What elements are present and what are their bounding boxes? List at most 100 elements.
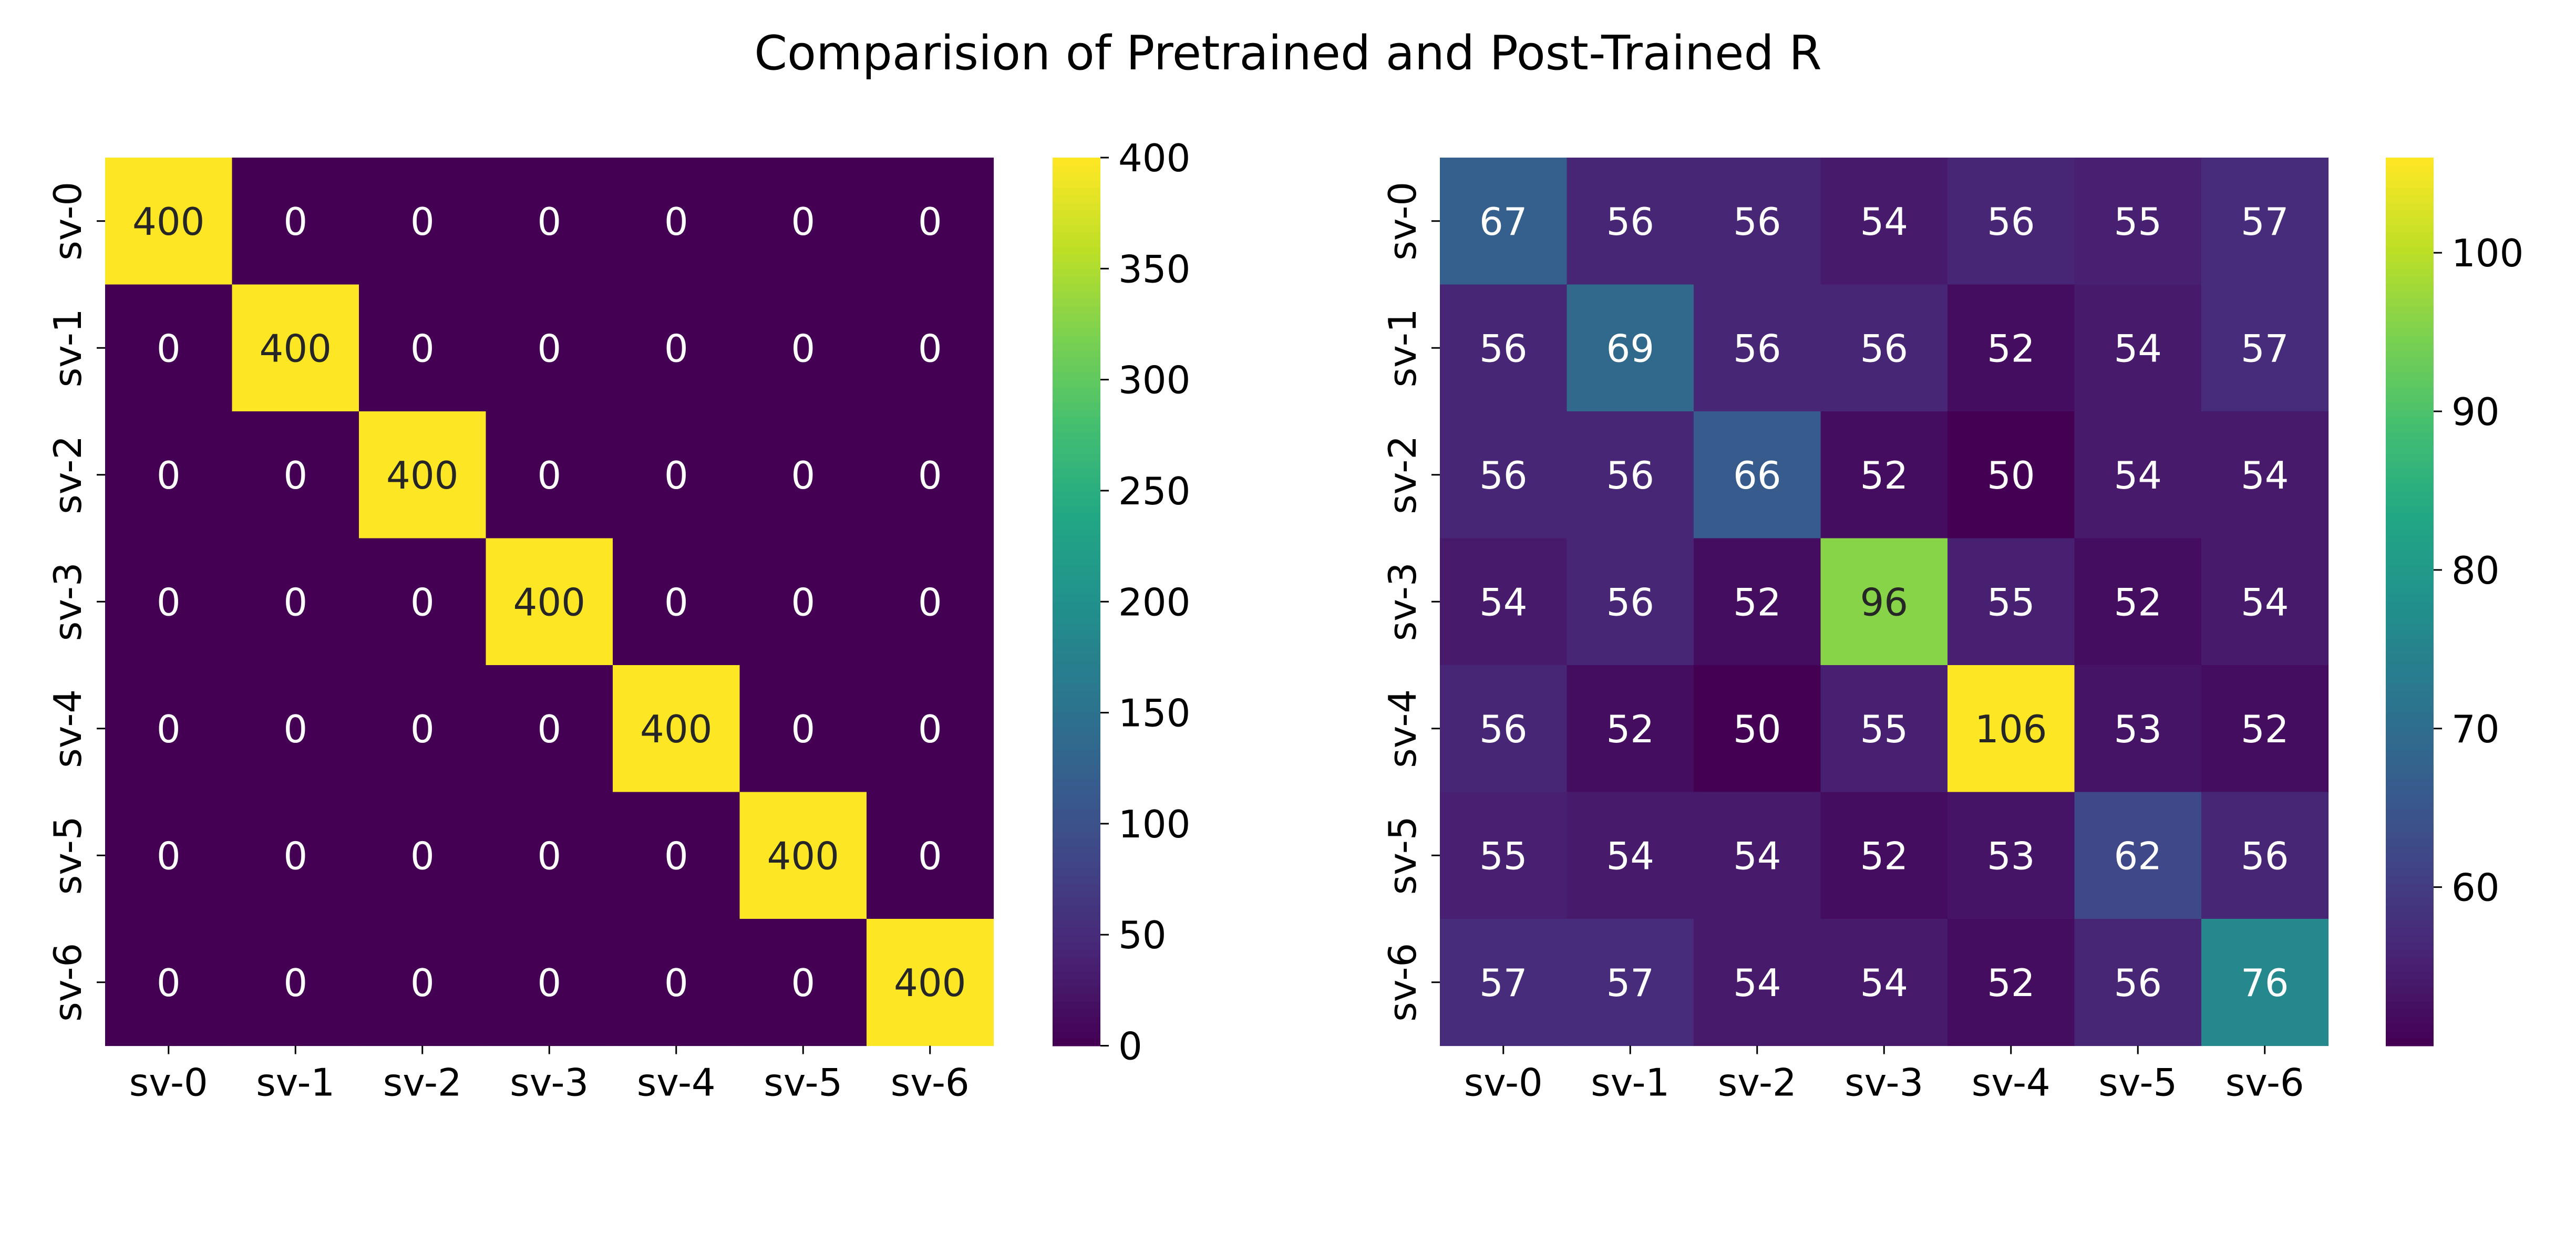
- colorbar-segment: [2386, 964, 2434, 972]
- cell-value-label: 56: [1987, 200, 2035, 244]
- cell-value-label: 0: [664, 834, 688, 878]
- cell-value-label: 0: [537, 453, 561, 498]
- colorbar-segment: [1053, 283, 1100, 292]
- heatmap-cell: [1948, 919, 2075, 1047]
- cell-value-label: 55: [1987, 580, 2035, 624]
- colorbar-segment: [2386, 831, 2434, 840]
- colorbar-tick-label: 0: [1118, 1024, 1142, 1069]
- y-tick-label: sv-3: [46, 562, 90, 641]
- colorbar-segment: [2386, 439, 2434, 447]
- colorbar-segment: [1053, 417, 1100, 425]
- colorbar-segment: [2386, 875, 2434, 884]
- colorbar-segment: [1053, 527, 1100, 536]
- colorbar-segment: [1053, 453, 1100, 462]
- heatmap-cell: [105, 792, 233, 919]
- colorbar-segment: [1053, 734, 1100, 743]
- cell-value-label: 54: [1860, 961, 1908, 1005]
- colorbar-segment: [2386, 750, 2434, 758]
- colorbar-segment: [2386, 690, 2434, 699]
- colorbar-segment: [1053, 379, 1100, 388]
- cell-value-label: 56: [1606, 580, 1654, 624]
- colorbar-segment: [1053, 291, 1100, 299]
- cell-value-label: 53: [2114, 707, 2162, 751]
- colorbar-segment: [1053, 609, 1100, 617]
- cell-value-label: 53: [1987, 834, 2035, 878]
- heatmap-cell: [232, 411, 359, 539]
- cell-value-label: 56: [1606, 200, 1654, 244]
- colorbar-segment: [1053, 313, 1100, 321]
- heatmap-cell: [1948, 411, 2075, 539]
- colorbar-segment: [2386, 971, 2434, 980]
- heatmap-cell: [2201, 284, 2329, 412]
- colorbar-segment: [1053, 498, 1100, 506]
- colorbar-segment: [2386, 431, 2434, 440]
- cell-value-label: 0: [283, 834, 307, 878]
- x-tick-label: sv-3: [1845, 1061, 1923, 1105]
- colorbar-segment: [1053, 1001, 1100, 1010]
- colorbar-segment: [2386, 846, 2434, 854]
- cell-value-label: 54: [1606, 834, 1654, 878]
- cell-value-label: 0: [791, 580, 815, 624]
- cell-value-label: 400: [767, 834, 839, 878]
- colorbar-segment: [1053, 401, 1100, 410]
- heatmap-cell: [613, 538, 740, 666]
- cell-value-label: 54: [1479, 580, 1528, 624]
- cell-value-label: 400: [640, 707, 712, 751]
- colorbar-segment: [2386, 291, 2434, 299]
- figure-title: Comparision of Pretrained and Post-Train…: [754, 26, 1822, 81]
- colorbar-segment: [2386, 734, 2434, 743]
- heatmap-cell: [359, 284, 487, 412]
- colorbar-segment: [1053, 727, 1100, 735]
- colorbar-segment: [2386, 187, 2434, 195]
- colorbar-segment: [1053, 365, 1100, 373]
- heatmap-cell: [359, 411, 487, 539]
- heatmap-cell: [1820, 538, 1948, 666]
- heatmap-cell: [232, 538, 359, 666]
- cell-value-label: 54: [2241, 580, 2289, 624]
- colorbar-segment: [2386, 550, 2434, 558]
- colorbar-segment: [2386, 794, 2434, 802]
- colorbar-segment: [1053, 216, 1100, 225]
- colorbar-segment: [1053, 542, 1100, 551]
- colorbar-segment: [2386, 609, 2434, 617]
- heatmap-cell: [486, 919, 613, 1047]
- x-tick-label: sv-4: [1972, 1061, 2051, 1105]
- colorbar-segment: [1053, 490, 1100, 499]
- heatmap-cell: [1820, 284, 1948, 412]
- cell-value-label: 50: [1733, 707, 1781, 751]
- cell-value-label: 56: [1606, 453, 1654, 498]
- colorbar-segment: [2386, 172, 2434, 181]
- x-tick-label: sv-6: [2225, 1061, 2304, 1105]
- cell-value-label: 52: [2114, 580, 2162, 624]
- cell-value-label: 56: [1479, 453, 1528, 498]
- cell-value-label: 0: [664, 961, 688, 1005]
- heatmap-cell: [2201, 411, 2329, 539]
- cell-value-label: 400: [513, 580, 585, 624]
- cell-value-label: 56: [1733, 200, 1781, 244]
- colorbar-segment: [1053, 920, 1100, 928]
- y-tick-label: sv-5: [46, 816, 90, 895]
- heatmap-cell: [486, 792, 613, 919]
- colorbar-segment: [2386, 490, 2434, 499]
- y-tick-label: sv-0: [1380, 182, 1425, 261]
- colorbar-tick-label: 70: [2451, 707, 2500, 751]
- cell-value-label: 69: [1606, 326, 1654, 370]
- colorbar-segment: [2386, 535, 2434, 543]
- colorbar-segment: [1053, 742, 1100, 750]
- colorbar-segment: [1053, 875, 1100, 884]
- colorbar-segment: [2386, 231, 2434, 240]
- heatmap-cell: [486, 411, 613, 539]
- colorbar-segment: [1053, 779, 1100, 788]
- colorbar-segment: [1053, 801, 1100, 810]
- heatmap-cell: [1694, 284, 1821, 412]
- colorbar-segment: [2386, 949, 2434, 958]
- colorbar-segment: [2386, 631, 2434, 639]
- colorbar-segment: [1053, 483, 1100, 491]
- heatmap-cell: [232, 158, 359, 285]
- cell-value-label: 54: [1860, 200, 1908, 244]
- colorbar-segment: [2386, 320, 2434, 329]
- colorbar-segment: [2386, 542, 2434, 551]
- colorbar-segment: [1053, 202, 1100, 210]
- cell-value-label: 0: [918, 834, 942, 878]
- colorbar-segment: [2386, 712, 2434, 721]
